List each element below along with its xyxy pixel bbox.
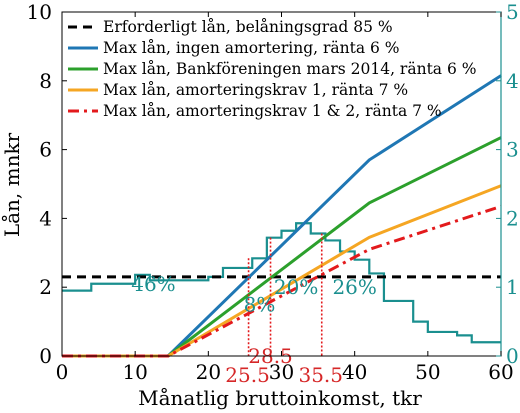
x-tick-label: 50 [415,360,440,384]
x-tick-label: 0 [56,360,69,384]
marker-label-25.5: 25.5 [225,363,270,387]
x-tick-label: 60 [488,360,513,384]
y-tick-label: 2 [39,275,52,299]
x-tick-label: 30 [269,360,294,384]
marker-label-35.5: 35.5 [298,363,343,387]
y2-tick-label: 4 [506,69,519,93]
distribution-layer [62,222,501,344]
percent-annotation-3: 20% [274,275,318,299]
y-axis-label: Lån, mnkr [0,132,24,237]
y2-tick-label: 0 [506,344,519,368]
x-tick-label: 10 [122,360,147,384]
legend-label-1: Erforderligt lån, belåningsgrad 85 % [103,18,393,36]
y2-tick-label: 5 [506,0,519,24]
y-tick-label: 8 [39,69,52,93]
legend-label-4: Max lån, amorteringskrav 1, ränta 7 % [103,81,408,99]
legend: Erforderligt lån, belåningsgrad 85 % Max … [68,18,476,120]
x-tick-label: 40 [342,360,367,384]
y-tick-label: 0 [39,344,52,368]
y2-tick-label: 2 [506,206,519,230]
plot-area [62,12,501,356]
legend-label-5: Max lån, amorteringskrav 1 & 2, ränta 7 … [103,102,442,120]
percent-annotations: 46% 8%20% 26% [131,272,377,317]
legend-label-3: Max lån, Bankföreningen mars 2014, ränta… [103,60,476,78]
y-tick-label: 4 [39,206,52,230]
x-axis-label: Månatlig bruttoinkomst, tkr [138,386,422,410]
y-tick-label: 10 [27,0,52,24]
y2-tick-label: 3 [506,138,519,162]
percent-annotation-4: 26% [332,275,376,299]
percent-annotation-2: 8% [244,292,276,316]
plot-background [62,12,501,356]
y-tick-label: 6 [39,138,52,162]
vertical-markers: 25.528.535.5 [225,233,343,387]
x-tick-label: 20 [196,360,221,384]
y2-tick-label: 1 [506,275,519,299]
legend-label-2: Max lån, ingen amortering, ränta 6 % [103,39,400,57]
income-distribution-line [62,222,501,344]
percent-annotation-1: 46% [131,272,175,296]
